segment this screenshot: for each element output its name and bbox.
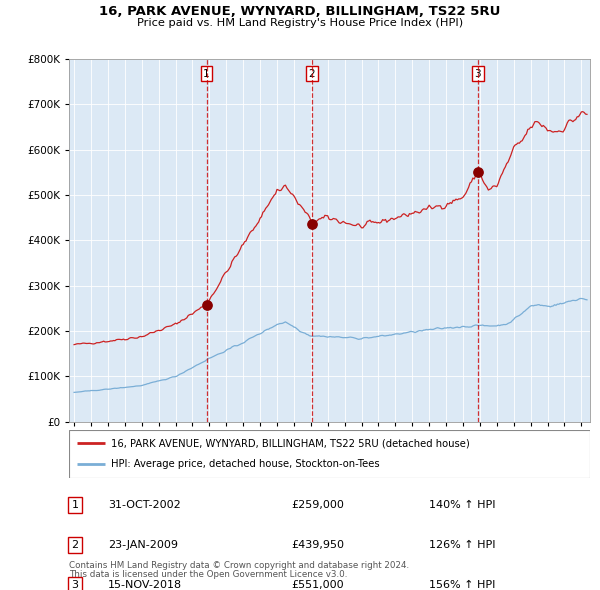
Text: £439,950: £439,950 [291, 540, 344, 550]
Text: 1: 1 [203, 68, 210, 78]
Text: 126% ↑ HPI: 126% ↑ HPI [429, 540, 496, 550]
Text: 2: 2 [308, 68, 315, 78]
Text: 140% ↑ HPI: 140% ↑ HPI [429, 500, 496, 510]
Text: £551,000: £551,000 [291, 581, 344, 590]
Text: 156% ↑ HPI: 156% ↑ HPI [429, 581, 496, 590]
Text: 3: 3 [475, 68, 481, 78]
Text: £259,000: £259,000 [291, 500, 344, 510]
Text: This data is licensed under the Open Government Licence v3.0.: This data is licensed under the Open Gov… [69, 571, 347, 579]
Text: 1: 1 [71, 500, 79, 510]
Text: Contains HM Land Registry data © Crown copyright and database right 2024.: Contains HM Land Registry data © Crown c… [69, 561, 409, 570]
Text: 2: 2 [71, 540, 79, 550]
Text: 31-OCT-2002: 31-OCT-2002 [108, 500, 181, 510]
Point [473, 167, 482, 176]
Text: 3: 3 [71, 581, 79, 590]
Text: 16, PARK AVENUE, WYNYARD, BILLINGHAM, TS22 5RU (detached house): 16, PARK AVENUE, WYNYARD, BILLINGHAM, TS… [110, 438, 469, 448]
Point [307, 219, 317, 228]
Text: Price paid vs. HM Land Registry's House Price Index (HPI): Price paid vs. HM Land Registry's House … [137, 18, 463, 28]
Text: 23-JAN-2009: 23-JAN-2009 [108, 540, 178, 550]
Text: 15-NOV-2018: 15-NOV-2018 [108, 581, 182, 590]
Text: 16, PARK AVENUE, WYNYARD, BILLINGHAM, TS22 5RU: 16, PARK AVENUE, WYNYARD, BILLINGHAM, TS… [100, 5, 500, 18]
Point [202, 301, 211, 310]
Text: HPI: Average price, detached house, Stockton-on-Tees: HPI: Average price, detached house, Stoc… [110, 460, 379, 470]
